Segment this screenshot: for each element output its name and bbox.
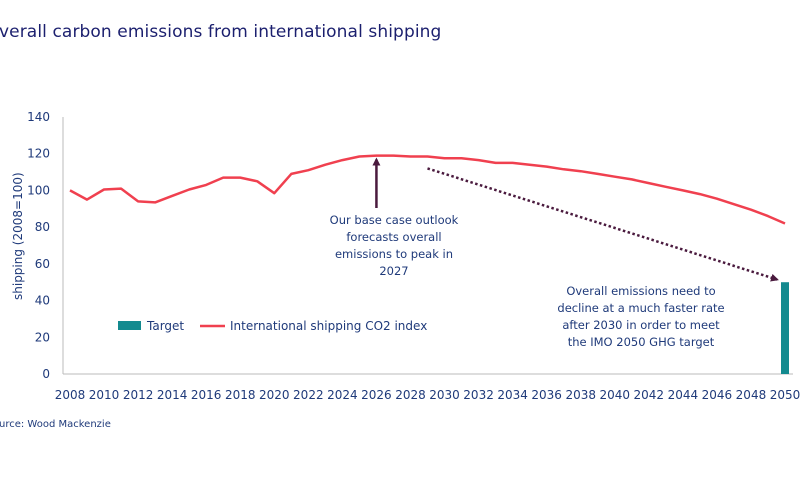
legend: Target International shipping CO2 index [118, 319, 427, 333]
y-tick-label: 20 [35, 330, 50, 344]
x-tick-label: 2028 [395, 388, 426, 402]
x-tick-label: 2046 [702, 388, 733, 402]
annotation-peak: Our base case outlook forecasts overall em… [330, 213, 459, 278]
y-tick-label: 60 [35, 257, 50, 271]
x-tick-label: 2008 [55, 388, 86, 402]
x-tick-label: 2038 [565, 388, 596, 402]
chart-source: urce: Wood Mackenzie [0, 419, 111, 430]
y-tick-label: 40 [35, 294, 50, 308]
x-tick-label: 2042 [634, 388, 665, 402]
annotation-line: 2027 [379, 264, 408, 278]
x-tick-label: 2018 [225, 388, 256, 402]
x-tick-label: 2032 [463, 388, 494, 402]
annotation-line: Overall emissions need to [566, 284, 715, 298]
x-tick-label: 2016 [191, 388, 222, 402]
x-tick-label: 2050 [770, 388, 800, 402]
chart-title: verall carbon emissions from internation… [0, 22, 442, 42]
y-axis-label: shipping (2008=100) [11, 172, 25, 300]
annotation-line: decline at a much faster rate [557, 301, 724, 315]
annotation-line: forecasts overall [346, 230, 441, 244]
x-tick-label: 2020 [259, 388, 290, 402]
x-tick-label: 2014 [157, 388, 188, 402]
annotation-line: Our base case outlook [330, 213, 459, 227]
y-tick-label: 80 [35, 220, 50, 234]
legend-swatch-target [118, 321, 141, 330]
y-tick-label: 0 [42, 367, 50, 381]
annotation-line: after 2030 in order to meet [562, 318, 720, 332]
x-tick-label: 2036 [531, 388, 562, 402]
y-tick-label: 100 [27, 183, 50, 197]
x-tick-label: 2024 [327, 388, 358, 402]
x-tick-label: 2030 [429, 388, 460, 402]
decline-arrow [427, 167, 779, 282]
x-tick-label: 2010 [89, 388, 120, 402]
annotation-line: the IMO 2050 GHG target [568, 335, 715, 349]
annotation-target: Overall emissions need to decline at a mu… [557, 284, 724, 349]
x-tick-label: 2044 [668, 388, 699, 402]
legend-label-target: Target [146, 319, 184, 333]
x-tick-label: 2040 [599, 388, 630, 402]
y-tick-label: 120 [27, 147, 50, 161]
annotation-line: emissions to peak in [335, 247, 453, 261]
x-tick-label: 2034 [497, 388, 528, 402]
y-tick-label: 140 [27, 110, 50, 124]
target-bar [781, 282, 789, 374]
x-tick-label: 2022 [293, 388, 324, 402]
x-tick-label: 2026 [361, 388, 392, 402]
legend-label-co2-index: International shipping CO2 index [230, 319, 427, 333]
x-tick-label: 2048 [736, 388, 767, 402]
x-tick-label: 2012 [123, 388, 154, 402]
